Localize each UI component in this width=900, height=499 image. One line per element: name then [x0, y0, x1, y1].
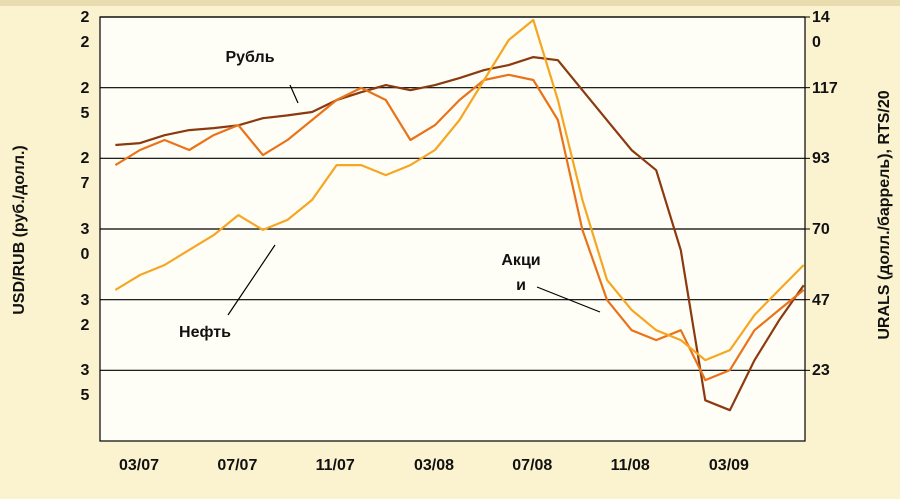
y-tick-label: 27 [80, 150, 90, 193]
y-tick-label: 25 [80, 79, 90, 122]
x-tick-label: 11/07 [315, 457, 355, 474]
y-tick-label: 35 [80, 362, 90, 405]
series-label: Нефть [179, 324, 231, 341]
y2-axis-title: URALS (долл./баррель), RTS/20 [876, 90, 893, 340]
y-tick-label: 22 [80, 9, 90, 51]
y2-tick-label: 23 [812, 362, 830, 380]
y2-tick-label: 47 [812, 291, 830, 309]
series-line [114, 18, 805, 362]
x-tick-label: 11/08 [610, 457, 650, 474]
y-tick-label: 30 [80, 221, 90, 263]
top-band [0, 0, 900, 6]
y-tick-label: 32 [80, 291, 90, 334]
callout-line [536, 286, 601, 313]
x-tick-label: 07/07 [217, 457, 258, 474]
y-axis-title: USD/RUB (руб./долл.) [11, 145, 28, 315]
x-tick-label: 03/08 [413, 457, 454, 474]
x-tick-label: 03/09 [708, 457, 749, 474]
y2-tick-label: 140 [812, 9, 830, 51]
y2-tick-label: 93 [812, 150, 830, 168]
series-line [115, 56, 805, 412]
y2-tick-label: 70 [812, 221, 830, 238]
series-label: Рубль [225, 49, 275, 66]
y2-tick-label: 117 [812, 79, 838, 97]
series-label: Акции [501, 252, 541, 294]
callout-line [227, 244, 276, 316]
callout-line [289, 84, 299, 104]
x-tick-label: 03/07 [119, 457, 160, 474]
x-tick-label: 07/08 [512, 457, 553, 474]
